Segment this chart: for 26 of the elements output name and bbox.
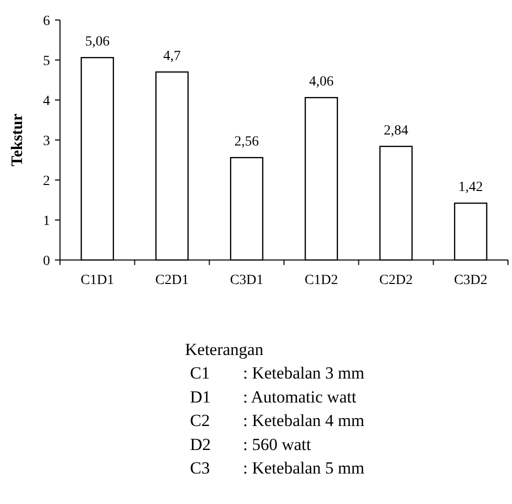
text: D1 : Automatic watt [190, 387, 356, 406]
y-axis-title: Tekstur [9, 114, 26, 166]
text: C3 : Ketebalan 5 mm [190, 458, 364, 478]
x-tick-label: C1D2 [304, 273, 338, 288]
text: Keterangan [185, 340, 264, 359]
y-tick-label: 4 [43, 94, 50, 109]
x-tick-label: C2D1 [155, 273, 189, 288]
x-tick-label: C2D2 [379, 273, 413, 288]
data-label: 1,42 [458, 180, 483, 196]
data-label: 2,56 [234, 134, 259, 150]
y-tick-label: 5 [43, 54, 50, 69]
y-tick-label: 0 [43, 254, 50, 269]
x-tick-label: C3D2 [454, 273, 488, 288]
x-tick-label: C3D1 [230, 273, 264, 288]
data-label: 2,84 [384, 123, 408, 138]
y-tick-label: 1 [43, 214, 50, 229]
x-tick-label: C1D1 [80, 273, 114, 288]
data-label: 4,06 [309, 74, 334, 90]
data-label: 5,06 [85, 34, 110, 50]
text: C2 : Ketebalan 4 mm [190, 411, 364, 430]
data-label: 4,7 [163, 49, 181, 64]
text: C1 : Ketebalan 3 mm [190, 364, 364, 383]
text: D2 : 560 watt [190, 434, 311, 454]
y-tick-label: 3 [43, 134, 50, 149]
y-tick-label: 6 [43, 14, 50, 29]
y-tick-label: 2 [43, 174, 50, 189]
